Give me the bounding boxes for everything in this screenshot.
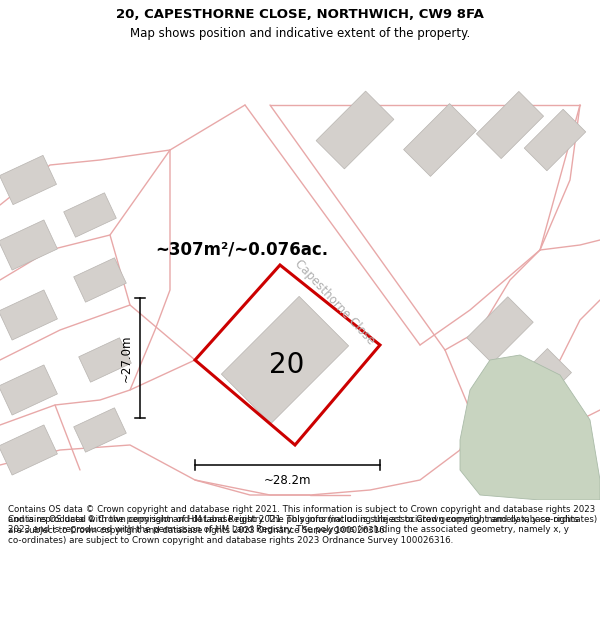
- Text: ~307m²/~0.076ac.: ~307m²/~0.076ac.: [155, 241, 328, 259]
- Polygon shape: [0, 290, 58, 340]
- Text: ~28.2m: ~28.2m: [264, 474, 311, 488]
- Polygon shape: [509, 349, 571, 411]
- Text: Contains OS data © Crown copyright and database right 2021. This information is : Contains OS data © Crown copyright and d…: [8, 515, 578, 545]
- Polygon shape: [316, 91, 394, 169]
- Polygon shape: [221, 296, 349, 424]
- Polygon shape: [0, 156, 56, 204]
- Text: Capesthorne Close: Capesthorne Close: [292, 257, 377, 347]
- Polygon shape: [476, 91, 544, 159]
- Text: 20, CAPESTHORNE CLOSE, NORTHWICH, CW9 8FA: 20, CAPESTHORNE CLOSE, NORTHWICH, CW9 8F…: [116, 8, 484, 21]
- Polygon shape: [469, 389, 532, 451]
- Text: 20: 20: [269, 351, 305, 379]
- Polygon shape: [524, 109, 586, 171]
- Polygon shape: [503, 419, 566, 481]
- Polygon shape: [467, 297, 533, 363]
- Polygon shape: [404, 104, 476, 176]
- Polygon shape: [0, 365, 58, 415]
- Text: Contains OS data © Crown copyright and database right 2021. This information is : Contains OS data © Crown copyright and d…: [8, 505, 597, 535]
- Polygon shape: [64, 192, 116, 238]
- Text: Map shows position and indicative extent of the property.: Map shows position and indicative extent…: [130, 28, 470, 41]
- Polygon shape: [79, 338, 131, 382]
- Text: ~27.0m: ~27.0m: [119, 334, 133, 382]
- Polygon shape: [74, 408, 127, 452]
- Polygon shape: [460, 355, 600, 500]
- Polygon shape: [0, 220, 58, 270]
- Polygon shape: [0, 425, 58, 475]
- Polygon shape: [74, 258, 127, 302]
